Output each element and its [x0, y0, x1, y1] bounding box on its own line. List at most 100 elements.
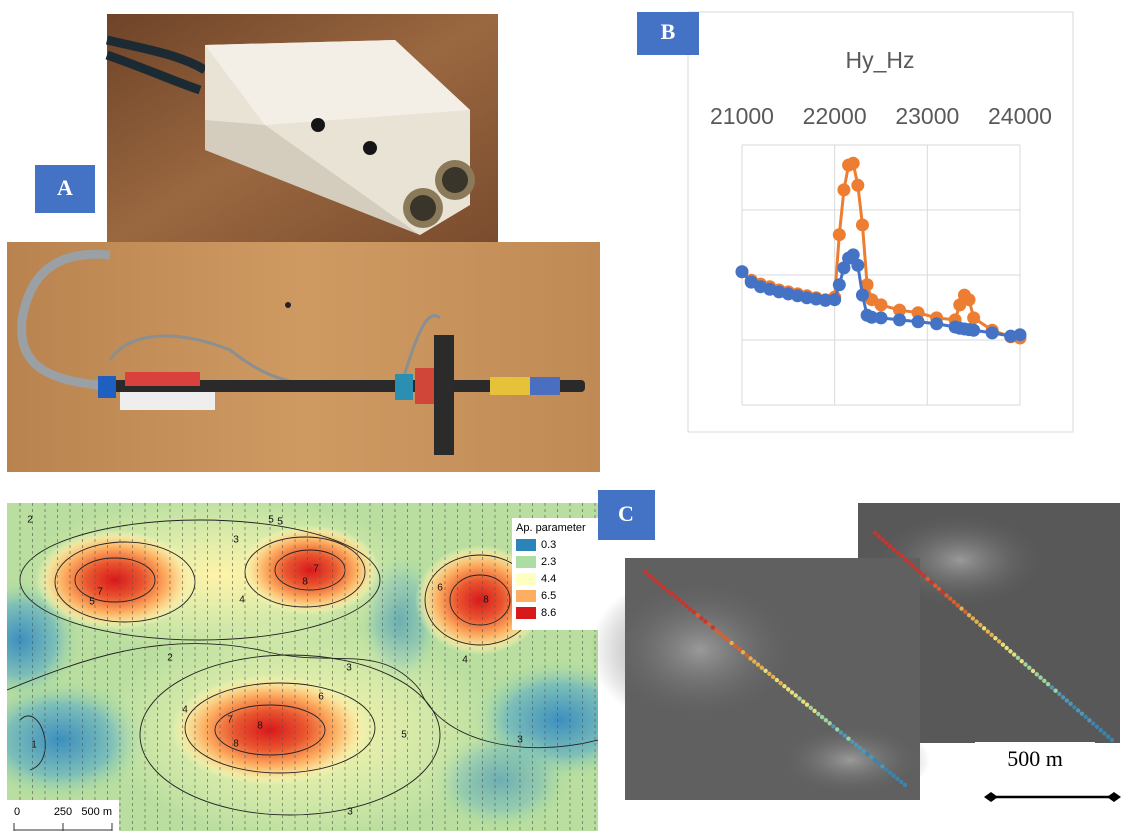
profile-dot [914, 567, 918, 571]
contour-label: 5 [89, 597, 95, 608]
data-point [828, 293, 841, 306]
profile-dot [1050, 685, 1054, 689]
profile-dot [974, 620, 978, 624]
profile-dot [971, 616, 975, 620]
profile-dot [899, 780, 903, 784]
data-point [1014, 328, 1027, 341]
contour-label: 1 [31, 740, 37, 751]
contour-label: 3 [517, 735, 523, 746]
profile-dot [1080, 712, 1084, 716]
profile-dot [1106, 735, 1110, 739]
profile-dot [948, 597, 952, 601]
profile-dot [929, 580, 933, 584]
profile-dot [865, 752, 869, 756]
profile-dot [643, 570, 647, 574]
profile-dot [650, 576, 654, 580]
profile-dot [680, 601, 684, 605]
profile-dot [662, 585, 666, 589]
profile-dot [1038, 675, 1042, 679]
profile-dot [925, 577, 929, 581]
contour-label: 4 [239, 595, 245, 606]
profile-dot [891, 774, 895, 778]
profile-dot [869, 755, 873, 759]
profile-dot [880, 764, 884, 768]
profile-dot [884, 541, 888, 545]
profile-dot [756, 662, 760, 666]
data-point [847, 157, 860, 170]
photo-sensor [7, 242, 600, 472]
contour-label: 6 [437, 583, 443, 594]
scale-label: 0 [14, 806, 20, 818]
profile-dot [812, 709, 816, 713]
profile-dot [1072, 705, 1076, 709]
panel-label: A [57, 175, 73, 200]
profile-dot [978, 623, 982, 627]
figure: A B Hy_Hz 21000220002300024000 257387568… [0, 0, 1137, 831]
profile-dot [658, 582, 662, 586]
data-point [930, 317, 943, 330]
profile-dot [854, 743, 858, 747]
legend-label: 4.4 [541, 573, 556, 585]
profile-dot [963, 610, 967, 614]
data-point [851, 259, 864, 272]
profile-dot [816, 712, 820, 716]
data-point [833, 278, 846, 291]
profile-dot [880, 537, 884, 541]
profile-dot [1102, 731, 1106, 735]
profile-dot [895, 551, 899, 555]
data-point [851, 179, 864, 192]
profile-dot [1099, 728, 1103, 732]
profile-dot [895, 777, 899, 781]
profile-dot [1095, 725, 1099, 729]
profile-dot [820, 715, 824, 719]
legend-title: Ap. parameter [516, 522, 586, 534]
profile-dot [1061, 695, 1065, 699]
profile-dot [1087, 718, 1091, 722]
profile-dot [1110, 738, 1114, 742]
profile-dot [824, 718, 828, 722]
profile-dot [741, 650, 745, 654]
profile-dot [733, 644, 737, 648]
data-point [856, 289, 869, 302]
profile-dot [850, 740, 854, 744]
profile-dot [763, 669, 767, 673]
profile-dot [786, 687, 790, 691]
profile-dot [831, 724, 835, 728]
profile-dot [1004, 646, 1008, 650]
profile-dot [876, 761, 880, 765]
chart-frame [688, 12, 1073, 432]
profile-dot [760, 665, 764, 669]
scale-label: 250 [54, 806, 72, 818]
profile-dot [1057, 692, 1061, 696]
panel-label: C [618, 501, 634, 526]
legend-label: 8.6 [541, 607, 556, 619]
profile-dot [654, 579, 658, 583]
data-point [963, 293, 976, 306]
profile-dot [647, 573, 651, 577]
profile-dot [944, 593, 948, 597]
profile-dot [937, 587, 941, 591]
data-point [833, 228, 846, 241]
profile-dot [809, 706, 813, 710]
profile-dot [1046, 682, 1050, 686]
contour-label: 8 [257, 721, 263, 732]
profile-dot [959, 606, 963, 610]
profile-dot [839, 730, 843, 734]
profile-dot [986, 629, 990, 633]
profile-dot [888, 770, 892, 774]
data-point [986, 326, 999, 339]
legend-swatch [516, 556, 536, 568]
data-point [837, 183, 850, 196]
contour-label: 5 [277, 517, 283, 528]
contour-label: 3 [346, 663, 352, 674]
profile-dot [956, 603, 960, 607]
legend-swatch [516, 573, 536, 585]
page: A B Hy_Hz 21000220002300024000 257387568… [0, 0, 1137, 836]
profile-dot [782, 684, 786, 688]
contour-label: 5 [401, 730, 407, 741]
profile-dot [775, 678, 779, 682]
profile-dot [748, 656, 752, 660]
data-point [736, 265, 749, 278]
profile-dot [873, 758, 877, 762]
profile-dot [699, 616, 703, 620]
